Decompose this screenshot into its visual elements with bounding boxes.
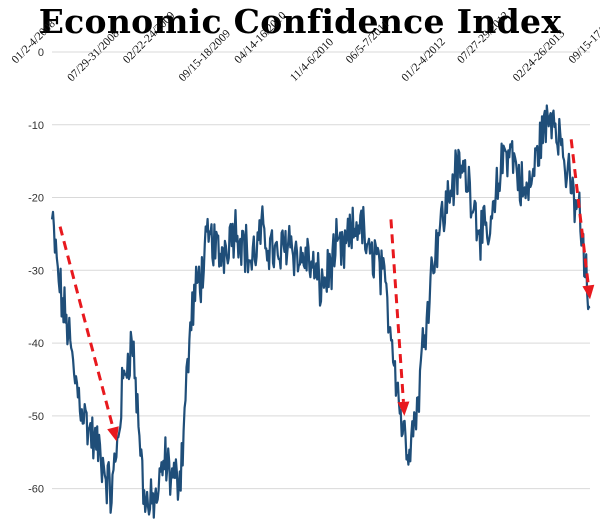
- x-tick-label: 09/15-18/2009: [177, 28, 234, 85]
- y-tick-label: -30: [28, 265, 44, 277]
- x-tick-label: 01/2-4/2012: [400, 36, 448, 84]
- series-layer: [50, 104, 591, 519]
- x-tick-label: 01/2-4/2008: [10, 18, 58, 66]
- x-tick-label: 11/4-6/2010: [288, 36, 336, 84]
- red-arrowhead: [582, 284, 595, 300]
- x-tick-label: 06/5-7/2011: [344, 18, 392, 66]
- x-tick-label: 09/15-17/2013: [567, 10, 600, 67]
- y-tick-label: -20: [28, 193, 44, 205]
- red-dashed-arrow-line: [569, 139, 590, 286]
- x-tick-label: 07/29-31/2008: [65, 28, 122, 85]
- x-tick-label: 02/22-24/2009: [121, 10, 178, 67]
- red-arrowhead: [397, 401, 410, 416]
- x-tick-label: 04/14-16/2010: [232, 10, 289, 67]
- y-tick-label: -60: [28, 484, 44, 496]
- series-line: [50, 104, 591, 519]
- annotations-layer: [58, 139, 595, 442]
- x-tick-label: 07/27-29/2012: [455, 10, 512, 67]
- gridlines: [52, 51, 590, 490]
- y-tick-label: 0: [38, 47, 44, 59]
- x-axis-ticks: 01/2-4/2008 07/29-31/2008 02/22-24/2009 09/…: [10, 10, 600, 85]
- x-tick-label: 02/24-26/2013: [511, 28, 568, 85]
- y-tick-label: -40: [28, 338, 44, 350]
- red-dashed-arrow-line: [58, 226, 115, 429]
- chart-title: Economic Confidence Index: [38, 2, 562, 41]
- y-tick-label: -50: [28, 411, 44, 423]
- red-arrowhead: [107, 426, 119, 442]
- red-dashed-arrow-line: [389, 219, 405, 402]
- y-tick-label: -10: [28, 120, 44, 132]
- y-axis-ticks: 0 -10 -20 -30 -40 -50 -60: [28, 47, 44, 496]
